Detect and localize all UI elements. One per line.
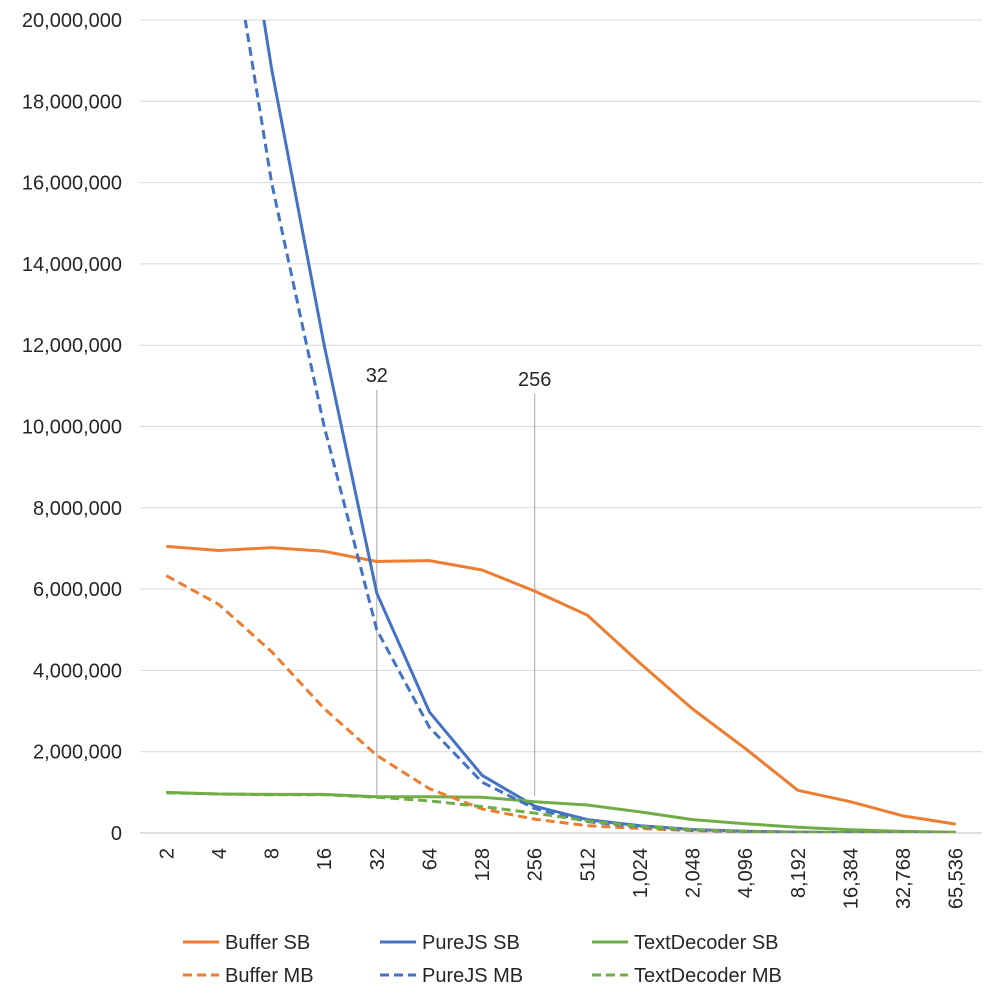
y-tick-label: 4,000,000 [33, 660, 122, 682]
y-tick-label: 0 [111, 823, 122, 845]
y-axis-ticks: 0 2,000,000 4,000,000 6,000,000 8,000,000 10,… [22, 10, 122, 845]
legend-label: TextDecoder MB [634, 965, 782, 987]
legend: Buffer SB PureJS SB TextDecoder SB Buffer M… [183, 932, 782, 987]
x-axis-ticks: 2 4 8 16 32 64 128 256 512 1,024 2,048 4,096 8,192 16… [156, 848, 967, 909]
x-tick-label: 2,048 [683, 848, 705, 898]
x-tick-label: 512 [577, 848, 599, 881]
annotation-label: 256 [518, 369, 551, 391]
legend-item-purejs-sb: PureJS SB [380, 932, 520, 954]
annotations: 32 256 [366, 365, 551, 796]
x-tick-label: 65,536 [946, 848, 968, 909]
x-tick-label: 16,384 [840, 848, 862, 909]
legend-item-buffer-sb: Buffer SB [183, 932, 310, 954]
gridlines [140, 19, 982, 834]
x-tick-label: 32 [367, 848, 389, 870]
y-tick-label: 12,000,000 [22, 335, 122, 357]
x-tick-label: 4 [209, 848, 231, 859]
x-tick-label: 256 [525, 848, 547, 881]
series-line-buffer-sb [166, 544, 956, 826]
y-tick-label: 16,000,000 [22, 173, 122, 195]
series-line-buffer-mb [165, 574, 956, 833]
legend-label: Buffer SB [225, 932, 310, 954]
x-tick-label: 8 [262, 848, 284, 859]
series-line-textdecoder-mb [166, 791, 956, 833]
legend-label: Buffer MB [225, 965, 314, 987]
y-tick-label: 8,000,000 [33, 498, 122, 520]
x-tick-label: 8,192 [788, 848, 810, 898]
legend-item-buffer-mb: Buffer MB [183, 965, 314, 987]
annotation-label: 32 [366, 365, 388, 387]
y-tick-label: 6,000,000 [33, 579, 122, 601]
x-tick-label: 32,768 [893, 848, 915, 909]
legend-label: PureJS MB [422, 965, 523, 987]
x-tick-label: 64 [419, 848, 441, 870]
legend-item-textdecoder-mb: TextDecoder MB [592, 965, 782, 987]
y-tick-label: 20,000,000 [22, 10, 122, 32]
x-tick-label: 4,096 [735, 848, 757, 898]
series-line-purejs-mb [243, 20, 956, 833]
x-tick-label: 128 [472, 848, 494, 881]
x-tick-label: 16 [314, 848, 336, 870]
legend-label: TextDecoder SB [634, 932, 779, 954]
series-line-purejs-sb [262, 20, 956, 833]
legend-label: PureJS SB [422, 932, 520, 954]
y-tick-label: 14,000,000 [22, 254, 122, 276]
x-tick-label: 1,024 [630, 848, 652, 898]
y-tick-label: 10,000,000 [22, 417, 122, 439]
y-tick-label: 18,000,000 [22, 91, 122, 113]
legend-item-textdecoder-sb: TextDecoder SB [592, 932, 779, 954]
y-tick-label: 2,000,000 [33, 742, 122, 764]
x-tick-label: 2 [156, 848, 178, 859]
series-lines [165, 20, 956, 833]
legend-item-purejs-mb: PureJS MB [380, 965, 523, 987]
